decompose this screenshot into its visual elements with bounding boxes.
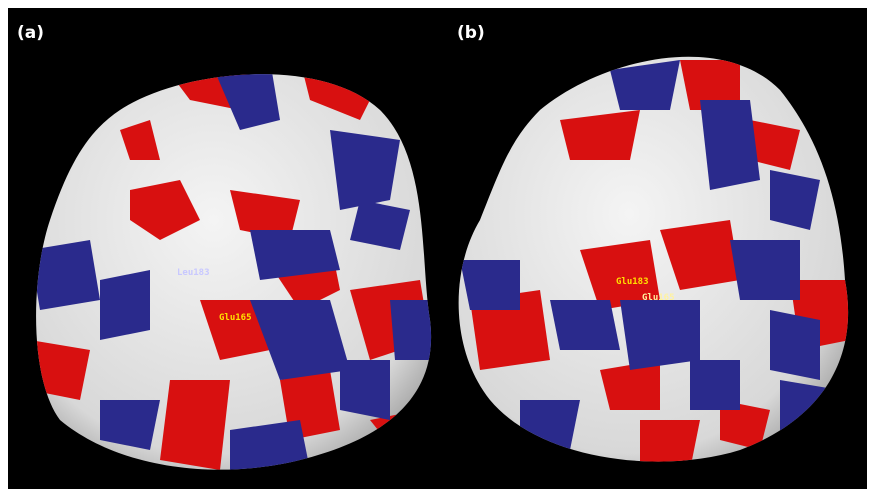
residue-label: Leu183 [177,268,210,278]
residue-label: Glu165 [219,313,252,323]
residue-label: Glu165 [642,293,675,303]
page: (a) (b) Leu183 Glu165 Glu183 Glu165 (() … [0,0,875,497]
panel-label: (b) [457,23,485,43]
figure: (a) (b) Leu183 Glu165 Glu183 Glu165 [0,0,875,497]
panel-label: (a) [17,23,44,43]
residue-label: Glu183 [616,277,649,287]
